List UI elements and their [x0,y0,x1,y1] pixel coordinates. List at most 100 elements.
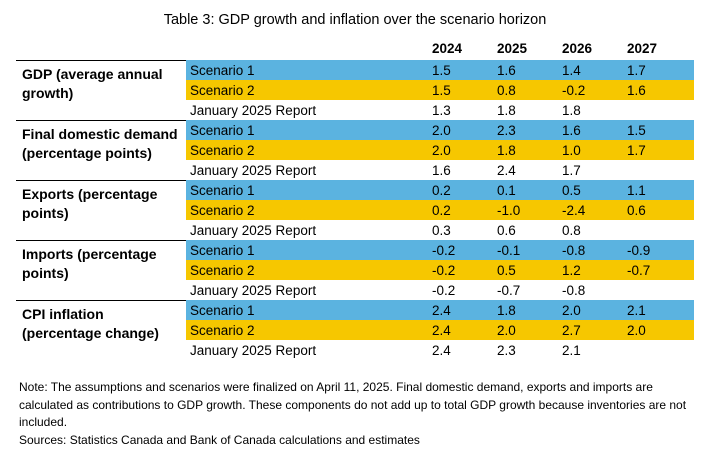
group-label: CPI inflation (percentage change) [16,299,186,360]
value-cell: 1.3 [432,102,451,118]
value-cell: 2.1 [562,342,581,358]
value-cell: 1.6 [491,60,556,80]
value-cell: 1.5 [426,80,491,100]
value-cell: 1.7 [562,162,581,178]
value-cell: 1.8 [497,102,516,118]
scenario-table: 2024 2025 2026 2027 GDP (average annual … [16,36,694,360]
group-label: GDP (average annual growth) [16,59,186,120]
value-cell: 2.0 [621,320,694,340]
value-cell: 0.6 [497,222,516,238]
value-cell: -0.2 [556,80,621,100]
table-row: January 2025 Report 1.3 1.8 1.8 [16,100,694,120]
year-header: 2025 [497,40,528,56]
value-cell: 1.8 [562,102,581,118]
value-cell: 0.2 [426,200,491,220]
value-cell: 1.1 [621,180,694,200]
value-cell [621,160,694,180]
value-cell: 1.5 [426,60,491,80]
value-cell: 0.3 [432,222,451,238]
value-cell: 2.1 [621,300,694,320]
table-title: Table 3: GDP growth and inflation over t… [163,12,547,28]
row-label: Scenario 2 [186,320,426,340]
table-row: Scenario 2 2.0 1.8 1.0 1.7 [16,140,694,160]
value-cell [621,220,694,240]
value-cell: 1.6 [556,120,621,140]
group-gdp: GDP (average annual growth) Scenario 1 1… [16,59,694,120]
value-cell: 2.4 [432,342,451,358]
table-row: Scenario 2 0.2 -1.0 -2.4 0.6 [16,200,694,220]
value-cell [621,340,694,360]
value-cell: 0.5 [556,180,621,200]
table-row: January 2025 Report 2.4 2.3 2.1 [16,340,694,360]
row-label: January 2025 Report [190,102,317,118]
value-cell: 1.6 [621,80,694,100]
value-cell: 2.7 [556,320,621,340]
sources-text: Sources: Statistics Canada and Bank of C… [19,432,420,447]
value-cell: 2.0 [491,320,556,340]
value-cell: 1.7 [621,60,694,80]
table-row: January 2025 Report -0.2 -0.7 -0.8 [16,280,694,300]
value-cell: 1.8 [491,140,556,160]
group-cpi-inflation: CPI inflation (percentage change) Scenar… [16,299,694,360]
table-row: Scenario 2 1.5 0.8 -0.2 1.6 [16,80,694,100]
row-label: January 2025 Report [190,342,317,358]
row-label: January 2025 Report [190,222,317,238]
value-cell: 0.6 [621,200,694,220]
row-label: Scenario 2 [186,200,426,220]
value-cell: 0.2 [426,180,491,200]
value-cell: 2.0 [426,140,491,160]
table-row: Scenario 2 -0.2 0.5 1.2 -0.7 [16,260,694,280]
value-cell: -0.7 [621,260,694,280]
value-cell: 1.4 [556,60,621,80]
table-row: January 2025 Report 0.3 0.6 0.8 [16,220,694,240]
table-row: Final domestic demand (percentage points… [16,119,694,180]
value-cell: 2.3 [491,120,556,140]
year-header: 2026 [562,40,593,56]
value-cell: -0.8 [556,240,621,260]
value-cell: -0.2 [426,240,491,260]
row-label: Scenario 2 [186,80,426,100]
group-imports: Imports (percentage points) Scenario 1 -… [16,239,694,300]
row-label: January 2025 Report [190,162,317,178]
value-cell: 0.8 [562,222,581,238]
header-blank [16,36,186,60]
table-footnote: Note: The assumptions and scenarios were… [19,379,695,449]
value-cell: -0.8 [562,282,586,298]
value-cell: -0.7 [497,282,521,298]
value-cell: 0.1 [491,180,556,200]
row-label: Scenario 2 [186,260,426,280]
value-cell: 1.6 [432,162,451,178]
note-text: Note: The assumptions and scenarios were… [19,380,687,429]
row-label: Scenario 1 [186,300,426,320]
value-cell: 1.7 [621,140,694,160]
value-cell: 0.8 [491,80,556,100]
value-cell: 1.5 [621,120,694,140]
value-cell: 2.0 [426,120,491,140]
table-row: CPI inflation (percentage change) Scenar… [16,299,694,360]
group-label: Imports (percentage points) [16,239,186,300]
table-row: January 2025 Report 1.6 2.4 1.7 [16,160,694,180]
year-header: 2024 [432,40,463,56]
row-label: January 2025 Report [190,282,317,298]
group-final-domestic-demand: Final domestic demand (percentage points… [16,119,694,180]
group-label: Final domestic demand (percentage points… [16,119,186,180]
value-cell: 2.4 [497,162,516,178]
value-cell: 1.8 [491,300,556,320]
value-cell: 2.3 [497,342,516,358]
row-label: Scenario 2 [186,140,426,160]
row-label: Scenario 1 [186,180,426,200]
value-cell: 2.4 [426,320,491,340]
table-row: GDP (average annual growth) Scenario 1 1… [16,59,694,120]
table-row: Imports (percentage points) Scenario 1 -… [16,239,694,300]
group-exports: Exports (percentage points) Scenario 1 0… [16,179,694,240]
value-cell: 1.2 [556,260,621,280]
table-row: Scenario 2 2.4 2.0 2.7 2.0 [16,320,694,340]
value-cell: -2.4 [556,200,621,220]
row-label: Scenario 1 [186,240,426,260]
value-cell: -0.9 [621,240,694,260]
header-row: 2024 2025 2026 2027 [16,36,694,60]
row-label: Scenario 1 [186,120,426,140]
row-label: Scenario 1 [186,60,426,80]
value-cell [621,100,694,120]
table-row: Exports (percentage points) Scenario 1 0… [16,179,694,240]
